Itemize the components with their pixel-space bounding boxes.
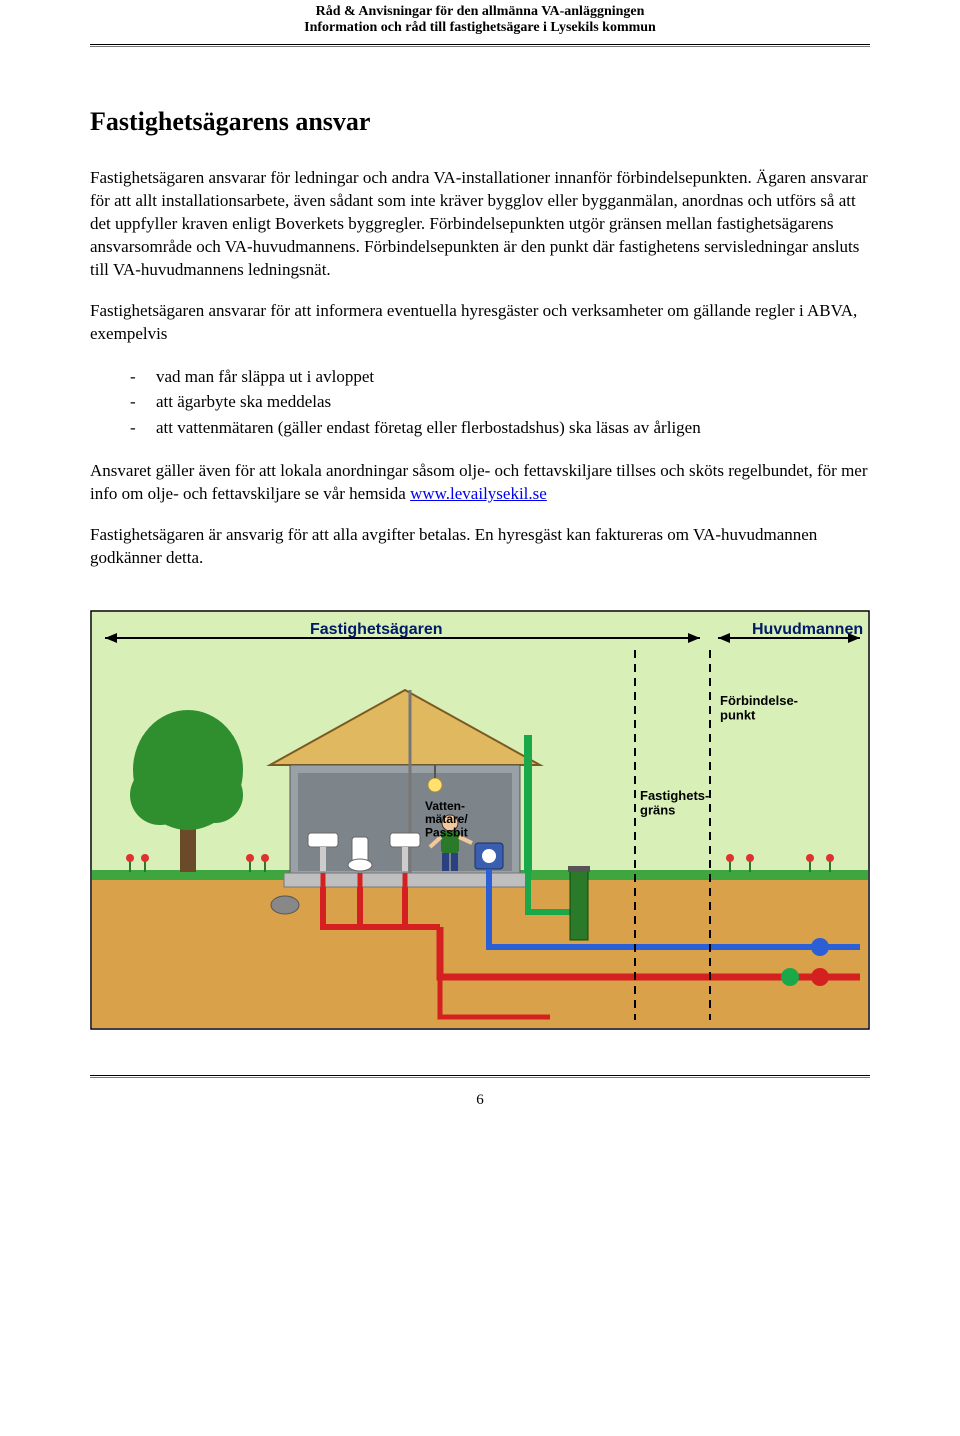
list-item: att vattenmätaren (gäller endast företag…	[130, 415, 870, 441]
page-title: Fastighetsägarens ansvar	[90, 107, 870, 137]
page-number: 6	[90, 1092, 870, 1109]
paragraph-1: Fastighetsägaren ansvarar för ledningar …	[90, 167, 870, 282]
footer-rule	[90, 1075, 870, 1076]
responsibility-diagram: FastighetsägarenHuvudmannenFörbindelse-p…	[90, 610, 870, 1035]
header-rule	[90, 44, 870, 45]
footer-rule-thin	[90, 1077, 870, 1078]
paragraph-2: Fastighetsägaren ansvarar för att inform…	[90, 300, 870, 346]
header-line-1: Råd & Anvisningar för den allmänna VA-an…	[90, 4, 870, 20]
website-link[interactable]: www.levailysekil.se	[410, 484, 547, 503]
list-item: att ägarbyte ska meddelas	[130, 389, 870, 415]
diagram-svg: FastighetsägarenHuvudmannenFörbindelse-p…	[90, 610, 870, 1030]
list-item: vad man får släppa ut i avloppet	[130, 364, 870, 390]
paragraph-3: Ansvaret gäller även för att lokala anor…	[90, 460, 870, 506]
header-rule-thin	[90, 46, 870, 47]
svg-text:Vatten-mätare/Passbit: Vatten-mätare/Passbit	[425, 799, 468, 839]
bullet-list: vad man får släppa ut i avloppet att äga…	[90, 364, 870, 441]
svg-text:Fastighetsägaren: Fastighetsägaren	[310, 621, 442, 638]
page-footer: 6	[90, 1075, 870, 1109]
header-line-2: Information och råd till fastighetsägare…	[90, 20, 870, 36]
paragraph-4: Fastighetsägaren är ansvarig för att all…	[90, 524, 870, 570]
page-header: Råd & Anvisningar för den allmänna VA-an…	[90, 0, 870, 42]
svg-text:Huvudmannen: Huvudmannen	[752, 621, 863, 638]
